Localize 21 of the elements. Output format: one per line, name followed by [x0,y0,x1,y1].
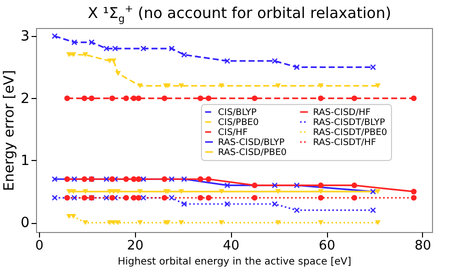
legend-label: RAS-CISDT/BLYP [313,118,386,128]
legend-label: CIS/HF [218,128,248,138]
y-tick-label: 2 [20,90,30,107]
y-tick-label: 3 [20,28,30,45]
x-tick-label: 40 [222,238,240,254]
x-tick-label: 20 [126,238,144,254]
y-tick-label: 0 [20,215,30,232]
x-tick-label: 80 [414,238,432,254]
legend-label: CIS/PBE0 [218,118,259,128]
legend-label: RAS-CISDT/HF [313,138,376,148]
legend-label: CIS/BLYP [218,108,258,118]
chart-title: X ¹Σ$_{g}$$^{+}$ (no account for orbital relaxation) [86,3,392,26]
x-tick-label: 0 [35,238,44,254]
legend-label: RAS-CISD/HF [313,108,371,118]
legend-label: RAS-CISD/BLYP [218,138,286,148]
y-axis-title: Energy error [eV] [2,70,18,191]
legend-label: RAS-CISD/PBE0 [218,148,287,158]
x-tick-label: 60 [318,238,336,254]
y-tick-label: 1 [20,152,30,169]
legend-label: RAS-CISDT/PBE0 [313,128,388,138]
x-axis-title: Highest orbital energy in the active space [eV] [118,256,352,268]
